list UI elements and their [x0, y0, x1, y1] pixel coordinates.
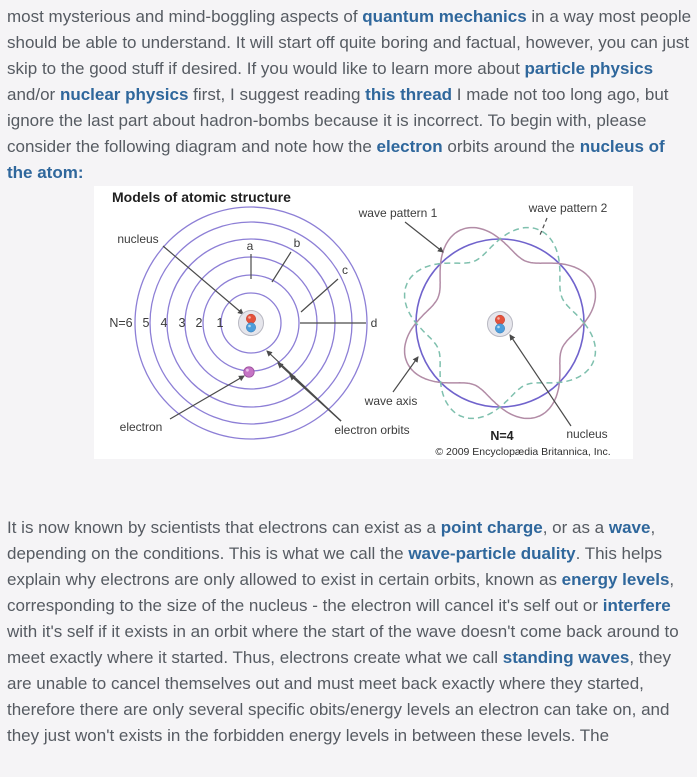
text-link[interactable]: energy levels [561, 570, 670, 589]
wave-axis-label: wave axis [364, 394, 418, 408]
orbit-tick-label-d: d [371, 316, 378, 330]
nucleus-leader-line [162, 245, 244, 315]
electron-dot [243, 366, 255, 378]
shell-label: N=6 [109, 316, 132, 330]
wave-pattern-2-curve [403, 226, 597, 420]
nucleus-icon [487, 311, 513, 337]
bohr-orbit [134, 206, 368, 440]
orbit-tick-label-b: b [294, 236, 301, 250]
text-link[interactable]: standing waves [502, 648, 630, 667]
electron-orbits-leader [289, 374, 342, 422]
wave-nucleus-leader [509, 334, 572, 427]
nucleus-icon [238, 310, 264, 336]
shell-label: 1 [217, 316, 224, 330]
atomic-structure-figure: Models of atomic structure N=6 5 4 3 2 1… [94, 186, 633, 459]
shell-label: 5 [143, 316, 150, 330]
electron-dot-highlight [246, 368, 249, 372]
orbit-tick-c [300, 278, 339, 313]
text-link[interactable]: wave [608, 518, 651, 537]
wave-n-label: N=4 [490, 429, 513, 443]
wave-axis-leader [392, 356, 419, 393]
text-link[interactable]: electron [376, 137, 443, 156]
wave-pattern-2-leader [539, 217, 548, 236]
wave-pattern-2-label: wave pattern 2 [528, 201, 608, 215]
wave-pattern-1-label: wave pattern 1 [358, 206, 438, 220]
wave-nucleus-label: nucleus [566, 427, 607, 441]
text-link[interactable]: nucleus of the atom: [7, 137, 665, 182]
text-link[interactable]: particle physics [524, 59, 654, 78]
shell-label: 2 [196, 316, 203, 330]
paragraph-body: It is now known by scientists that elect… [7, 518, 679, 745]
figure-credit: © 2009 Encyclopædia Britannica, Inc. [435, 446, 610, 458]
text-link[interactable]: this thread [365, 85, 453, 104]
text-link[interactable]: interfere [602, 596, 671, 615]
shell-label: 4 [161, 316, 168, 330]
electron-label: electron [120, 420, 163, 434]
wave-pattern-1-leader [404, 221, 444, 253]
bohr-orbit [220, 292, 282, 354]
bohr-model: N=6 5 4 3 2 1 a b c d nucleus [109, 206, 410, 440]
text-link[interactable]: nuclear physics [59, 85, 189, 104]
orbit-tick-label-a: a [247, 239, 254, 253]
text-link[interactable]: quantum mechanics [362, 7, 527, 26]
nucleus-label: nucleus [117, 232, 158, 246]
wave-model: wave pattern 1 wave pattern 2 wave axis … [358, 201, 611, 458]
atomic-structure-diagram: Models of atomic structure N=6 5 4 3 2 1… [109, 189, 611, 458]
orbit-tick-b [271, 251, 292, 283]
text-link[interactable]: wave-particle duality [408, 544, 576, 563]
figure-title: Models of atomic structure [112, 189, 291, 205]
paragraph-intro: most mysterious and mind-boggling aspect… [7, 7, 692, 182]
text-link[interactable]: point charge [440, 518, 543, 537]
electron-leader-line [169, 375, 245, 420]
shell-label: 3 [179, 316, 186, 330]
orbit-tick-label-c: c [342, 263, 348, 277]
electron-orbits-label: electron orbits [334, 423, 409, 437]
